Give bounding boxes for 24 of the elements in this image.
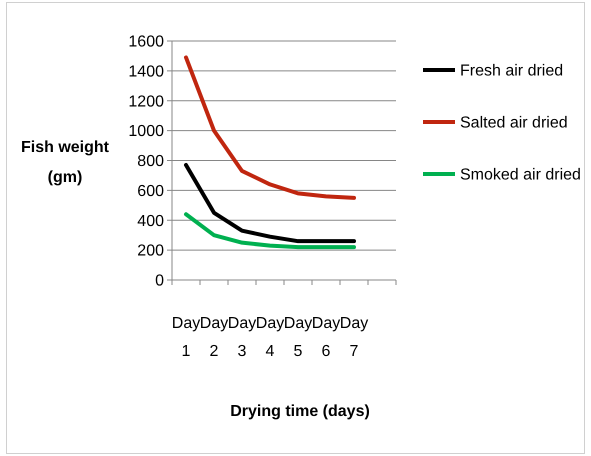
y-tick-label: 1400	[128, 63, 164, 80]
x-tick-label: Day 5	[284, 315, 312, 360]
y-tick-label: 800	[137, 153, 164, 170]
line-series	[184, 55, 356, 200]
x-axis-title: Drying time (days)	[230, 403, 370, 420]
x-tick-label: Day 3	[228, 315, 256, 360]
legend-label: Fresh air dried	[460, 62, 564, 80]
x-tick-label: Day 6	[312, 315, 340, 360]
y-tick-label: 1200	[128, 93, 164, 110]
line-series	[184, 212, 356, 250]
y-tick-label: 200	[137, 242, 164, 260]
line-series	[184, 162, 356, 244]
y-tick-label: 600	[137, 182, 164, 200]
y-tick-label: 1600	[128, 34, 164, 51]
y-axis-title: Fish weight (gm)	[21, 139, 110, 186]
y-tick-label: 1000	[128, 123, 164, 140]
legend-label: Smoked air dried	[460, 166, 581, 184]
x-tick-label: Day 2	[200, 315, 228, 360]
legend-label: Salted air dried	[460, 114, 568, 132]
x-tick-label: Day 1	[172, 315, 200, 360]
x-tick-label: Day 4	[256, 315, 284, 360]
x-tick-label: Day 7	[340, 315, 368, 360]
y-tick-label: 400	[137, 212, 164, 230]
y-tick-label: 0	[155, 272, 164, 290]
